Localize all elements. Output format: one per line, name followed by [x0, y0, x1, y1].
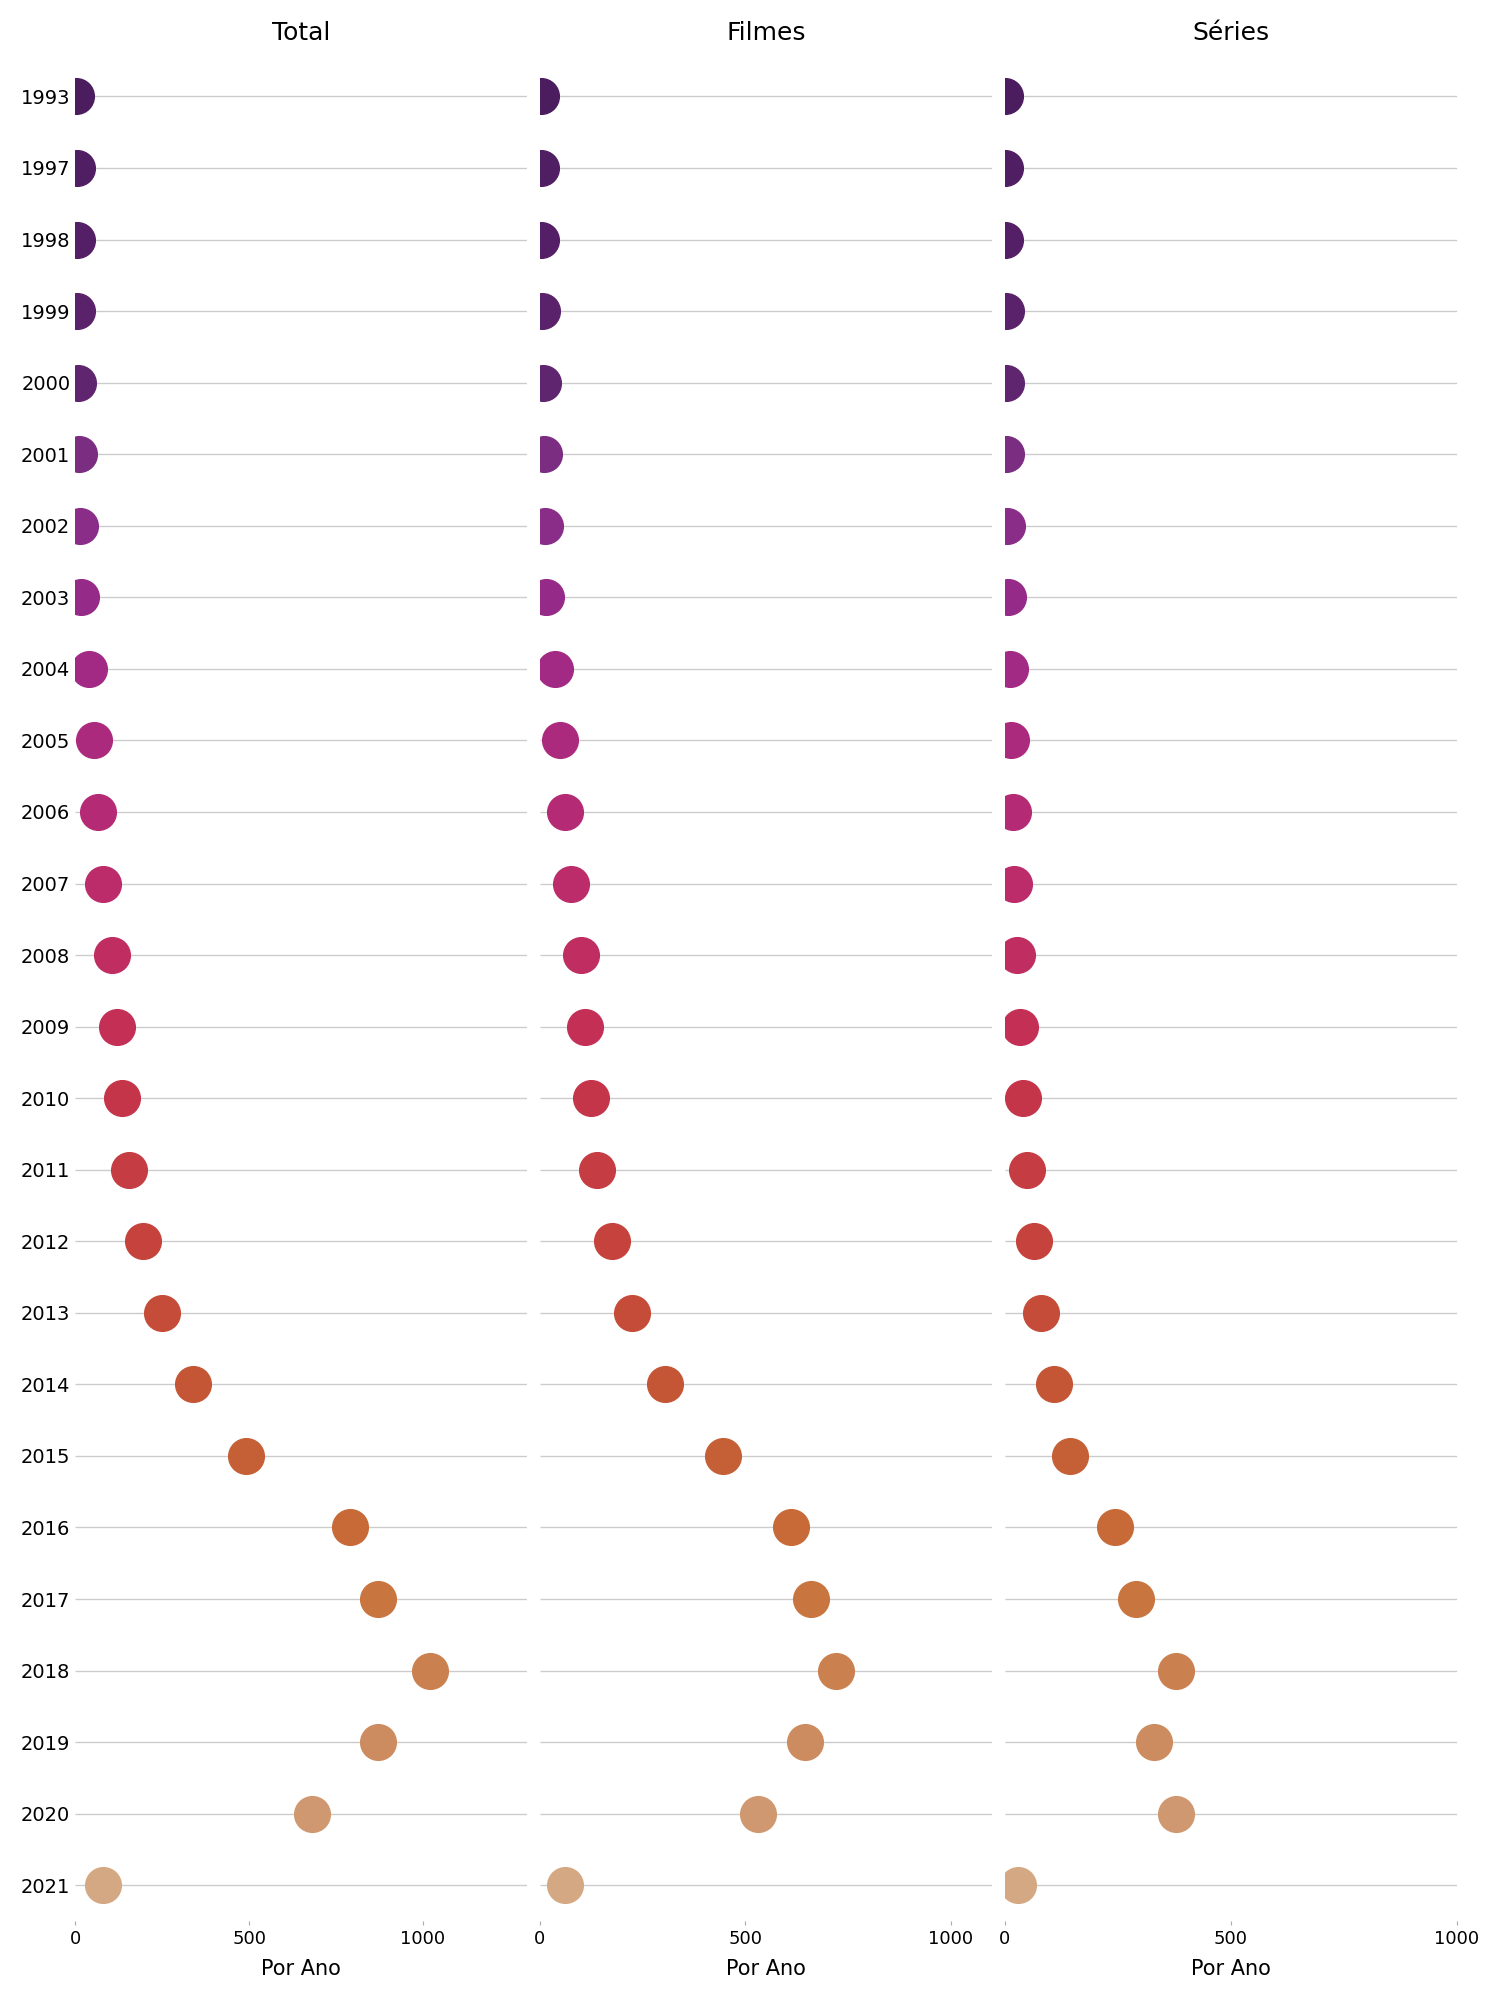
Point — [999, 724, 1023, 756]
Point — [66, 438, 90, 470]
Point — [117, 1154, 141, 1186]
Point — [1000, 796, 1024, 828]
Point — [338, 1512, 362, 1544]
Point — [1022, 1226, 1046, 1258]
Point — [1104, 1512, 1128, 1544]
Point — [1164, 1654, 1188, 1686]
Point — [994, 438, 1018, 470]
Point — [1042, 1368, 1066, 1400]
Point — [554, 796, 578, 828]
Point — [64, 152, 88, 184]
X-axis label: Por Ano: Por Ano — [726, 1960, 806, 1980]
Point — [110, 1082, 134, 1114]
Point — [92, 868, 116, 900]
Point — [234, 1440, 258, 1472]
Point — [82, 724, 106, 756]
Point — [66, 296, 90, 328]
Point — [1164, 1798, 1188, 1830]
Point — [998, 652, 1022, 684]
Title: Filmes: Filmes — [726, 20, 806, 44]
Point — [585, 1154, 609, 1186]
X-axis label: Por Ano: Por Ano — [261, 1960, 340, 1980]
Point — [1142, 1726, 1166, 1758]
Point — [600, 1226, 624, 1258]
Point — [1029, 1296, 1053, 1328]
Point — [1002, 868, 1026, 900]
Point — [531, 438, 555, 470]
Point — [366, 1584, 390, 1616]
Point — [530, 152, 554, 184]
Title: Séries: Séries — [1192, 20, 1269, 44]
Point — [68, 510, 92, 542]
Point — [579, 1082, 603, 1114]
Point — [994, 296, 1018, 328]
Point — [824, 1654, 848, 1686]
Point — [300, 1798, 324, 1830]
Point — [92, 1870, 116, 1902]
Point — [993, 224, 1017, 256]
Point — [534, 582, 558, 614]
Point — [130, 1226, 154, 1258]
Point — [532, 510, 556, 542]
Point — [573, 1010, 597, 1042]
Point — [558, 868, 582, 900]
Point — [794, 1726, 818, 1758]
Point — [993, 152, 1017, 184]
Point — [993, 80, 1017, 112]
Point — [1016, 1154, 1040, 1186]
Point — [996, 582, 1020, 614]
Point — [652, 1368, 676, 1400]
Point — [1124, 1584, 1148, 1616]
Point — [800, 1584, 824, 1616]
Point — [1007, 1870, 1031, 1902]
Point — [528, 80, 552, 112]
Point — [419, 1654, 442, 1686]
Point — [66, 366, 90, 398]
Point — [778, 1512, 802, 1544]
Point — [530, 224, 554, 256]
Point — [994, 510, 1018, 542]
Point — [552, 1870, 576, 1902]
Point — [1058, 1440, 1082, 1472]
Point — [543, 652, 567, 684]
Point — [994, 366, 1018, 398]
Point — [366, 1726, 390, 1758]
Point — [64, 224, 88, 256]
Point — [746, 1798, 770, 1830]
Point — [64, 80, 88, 112]
Point — [531, 366, 555, 398]
Point — [150, 1296, 174, 1328]
Point — [99, 940, 123, 972]
Point — [1005, 940, 1029, 972]
Point — [105, 1010, 129, 1042]
Point — [711, 1440, 735, 1472]
Point — [549, 724, 573, 756]
Point — [69, 582, 93, 614]
Title: Total: Total — [272, 20, 330, 44]
X-axis label: Por Ano: Por Ano — [1191, 1960, 1270, 1980]
Point — [530, 296, 554, 328]
Point — [182, 1368, 206, 1400]
Point — [568, 940, 592, 972]
Point — [1008, 1010, 1032, 1042]
Point — [1011, 1082, 1035, 1114]
Point — [76, 652, 101, 684]
Point — [86, 796, 109, 828]
Point — [621, 1296, 645, 1328]
